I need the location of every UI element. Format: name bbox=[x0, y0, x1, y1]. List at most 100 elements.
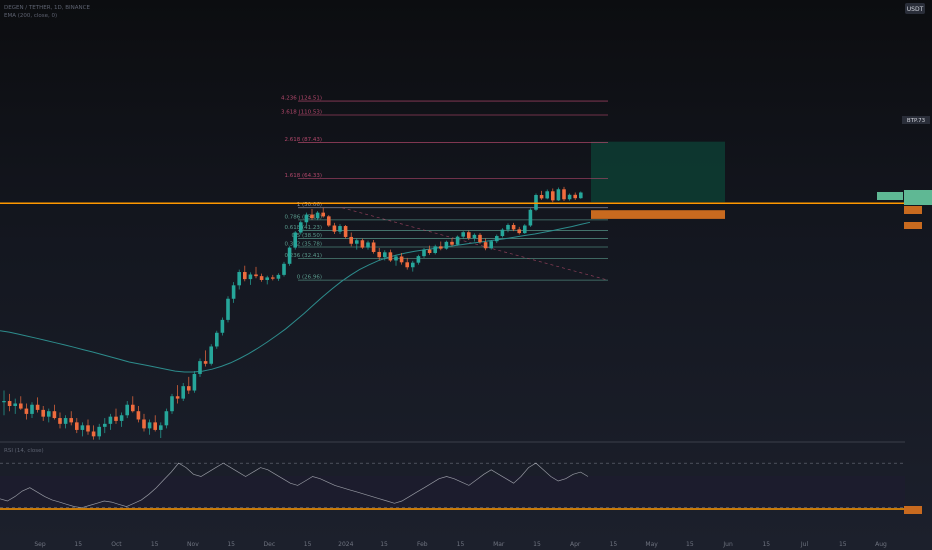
candle-body bbox=[131, 404, 135, 412]
x-axis: Sep 15 Oct 15 Nov 15 Dec 15 2024 15 Feb 15 Mar 15 Apr 1… bbox=[34, 541, 887, 548]
candle-body bbox=[523, 225, 527, 234]
trendline bbox=[341, 207, 609, 281]
x-tick-label: Apr bbox=[570, 541, 581, 548]
candle-body bbox=[360, 240, 365, 248]
x-tick-label: Mar bbox=[493, 541, 505, 548]
x-tick-label: Jul bbox=[800, 541, 809, 548]
candle-body bbox=[175, 396, 180, 399]
candle-body bbox=[91, 431, 96, 437]
candle-body bbox=[226, 298, 230, 320]
candle-body bbox=[394, 256, 398, 261]
candle-body bbox=[343, 226, 348, 237]
x-tick-label: 15 bbox=[380, 541, 388, 548]
candle-body bbox=[52, 411, 57, 419]
candle-body bbox=[433, 246, 437, 253]
candle-body bbox=[467, 232, 471, 239]
fib-label: 2.618 (87.43) bbox=[284, 137, 322, 143]
candle-body bbox=[450, 241, 454, 245]
candle-body bbox=[41, 409, 45, 417]
candle-body bbox=[422, 249, 426, 257]
candle-body bbox=[287, 247, 292, 264]
x-tick-label: 15 bbox=[610, 541, 618, 548]
candle-body bbox=[243, 272, 247, 280]
candle-body bbox=[108, 416, 113, 424]
candle-body bbox=[495, 236, 499, 242]
candle-body bbox=[203, 361, 208, 364]
candle-body bbox=[539, 195, 544, 199]
candle-body bbox=[75, 422, 79, 430]
candle-body bbox=[69, 418, 73, 423]
rsi-level-marker bbox=[904, 506, 922, 514]
candle-body bbox=[388, 252, 393, 261]
level-marker-left[interactable] bbox=[877, 192, 903, 200]
x-tick-label: 15 bbox=[304, 541, 312, 548]
fib-label: 1 (50.06) bbox=[297, 202, 322, 208]
candle-body bbox=[19, 403, 23, 409]
x-tick-label: 15 bbox=[74, 541, 82, 548]
symbol-line: DEGEN / TETHER, 1D, BINANCE bbox=[4, 5, 90, 11]
x-tick-label: Jun bbox=[722, 541, 733, 548]
pane-separator[interactable] bbox=[0, 441, 905, 443]
x-tick-label: 15 bbox=[762, 541, 770, 548]
fib-label: 0.618 (41.23) bbox=[284, 225, 322, 231]
fib-label: 0 (26.96) bbox=[297, 275, 322, 281]
candle-body bbox=[349, 236, 353, 244]
candle-body bbox=[472, 234, 477, 239]
target-zone bbox=[591, 141, 725, 203]
candle-body bbox=[299, 222, 303, 233]
candle-body bbox=[63, 418, 68, 424]
fib-label: 3.618 (110.53) bbox=[281, 109, 322, 115]
candle-body bbox=[562, 189, 566, 200]
candle-body bbox=[355, 240, 359, 244]
candle-body bbox=[556, 189, 561, 201]
candle-body bbox=[567, 194, 572, 200]
candle-body bbox=[478, 234, 482, 243]
fib-levels: 4.236 (124.51) 3.618 (110.53) 2.618 (87.43… bbox=[281, 96, 609, 281]
x-tick-label: 2024 bbox=[338, 541, 353, 548]
candle-body bbox=[489, 241, 493, 249]
candle-body bbox=[159, 425, 163, 430]
candle-body bbox=[114, 416, 118, 421]
candle-body bbox=[86, 425, 90, 432]
candle-body bbox=[551, 191, 555, 201]
x-tick-label: 15 bbox=[151, 541, 159, 548]
candle-body bbox=[455, 236, 460, 245]
candle-body bbox=[164, 411, 169, 426]
candle-body bbox=[142, 419, 146, 429]
candle-body bbox=[338, 226, 342, 232]
level-marker-sl bbox=[904, 206, 922, 214]
candle-body bbox=[304, 214, 309, 223]
candle-body bbox=[506, 224, 510, 230]
current-price-label: BTP.73 bbox=[907, 118, 926, 124]
x-tick-label: Nov bbox=[187, 541, 199, 548]
candle-body bbox=[439, 246, 443, 249]
candle-body bbox=[483, 242, 488, 249]
indicator-line: EMA (200, close, 0) bbox=[4, 13, 57, 19]
candle-body bbox=[276, 274, 281, 279]
fib-label: 0.382 (35.78) bbox=[284, 242, 322, 248]
candle-body bbox=[2, 401, 6, 403]
stop-zone bbox=[591, 210, 725, 219]
candle-body bbox=[7, 401, 12, 407]
candle-body bbox=[366, 242, 370, 248]
candle-body bbox=[254, 274, 258, 277]
candle-body bbox=[271, 277, 275, 279]
candle-body bbox=[181, 386, 185, 399]
candle-body bbox=[528, 209, 533, 226]
fib-label: 4.236 (124.51) bbox=[281, 96, 322, 102]
candle-body bbox=[377, 251, 381, 258]
candle-body bbox=[47, 411, 51, 417]
candle-body bbox=[80, 425, 85, 430]
x-tick-label: 15 bbox=[457, 541, 465, 548]
level-marker-tp bbox=[904, 190, 932, 205]
fib-label: 1.618 (64.33) bbox=[284, 173, 322, 179]
candle-body bbox=[461, 232, 465, 237]
candle-body bbox=[136, 411, 141, 420]
candle-body bbox=[248, 274, 253, 280]
candle-body bbox=[405, 262, 409, 268]
candle-body bbox=[192, 373, 197, 391]
currency-badge[interactable] bbox=[905, 3, 925, 14]
candle-body bbox=[97, 426, 101, 437]
candle-body bbox=[198, 361, 202, 374]
